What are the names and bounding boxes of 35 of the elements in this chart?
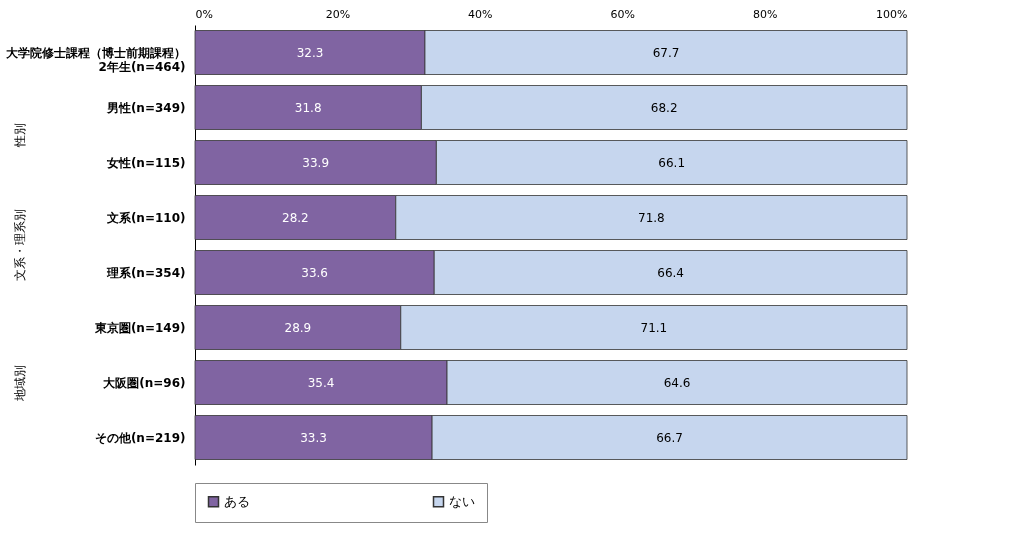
data-label: 33.9 bbox=[302, 155, 330, 170]
text: 地域別 bbox=[11, 364, 28, 401]
x-tick-label: 100% bbox=[876, 7, 908, 21]
legend-label: ある bbox=[224, 493, 250, 509]
text: 文系・理系別 bbox=[11, 209, 28, 281]
x-tick-label: 0% bbox=[195, 7, 213, 21]
x-tick-label: 60% bbox=[610, 7, 635, 21]
data-label: 66.4 bbox=[657, 265, 684, 280]
x-tick-label: 20% bbox=[325, 7, 351, 21]
y-tick-label: 東京圏(n=149) bbox=[93, 320, 186, 335]
y-tick-label: 女性(n=115) bbox=[105, 155, 186, 170]
data-label: 71.8 bbox=[638, 210, 665, 225]
legend-label: ない bbox=[449, 493, 475, 509]
data-label: 31.8 bbox=[294, 100, 322, 115]
data-label: 66.7 bbox=[656, 430, 683, 445]
y-tick-label: 大阪圏(n=96) bbox=[103, 375, 186, 390]
data-label: 71.1 bbox=[640, 320, 668, 335]
y-tick-label: 文系(n=110) bbox=[105, 210, 186, 225]
data-label: 28.2 bbox=[282, 210, 309, 225]
data-label: 68.2 bbox=[650, 100, 678, 115]
data-label: 35.4 bbox=[307, 375, 335, 390]
data-label: 28.9 bbox=[284, 320, 312, 335]
data-label: 33.6 bbox=[301, 265, 328, 280]
y-tick-label: 理系(n=354) bbox=[105, 265, 186, 280]
data-label: 33.3 bbox=[300, 430, 327, 445]
data-label: 64.6 bbox=[663, 375, 691, 390]
y-tick-label: 男性(n=349) bbox=[105, 100, 186, 115]
text: 性別 bbox=[11, 123, 28, 147]
x-tick-label: 40% bbox=[468, 7, 493, 21]
data-label: 67.7 bbox=[652, 45, 680, 60]
x-tick-label: 80% bbox=[752, 7, 778, 21]
y-tick-label: 大学院修士課程（博士前期課程） 2年生(n=464) bbox=[5, 45, 186, 74]
data-label: 66.1 bbox=[658, 155, 686, 170]
data-label: 32.3 bbox=[296, 45, 324, 60]
y-tick-label: その他(n=219) bbox=[94, 430, 186, 445]
